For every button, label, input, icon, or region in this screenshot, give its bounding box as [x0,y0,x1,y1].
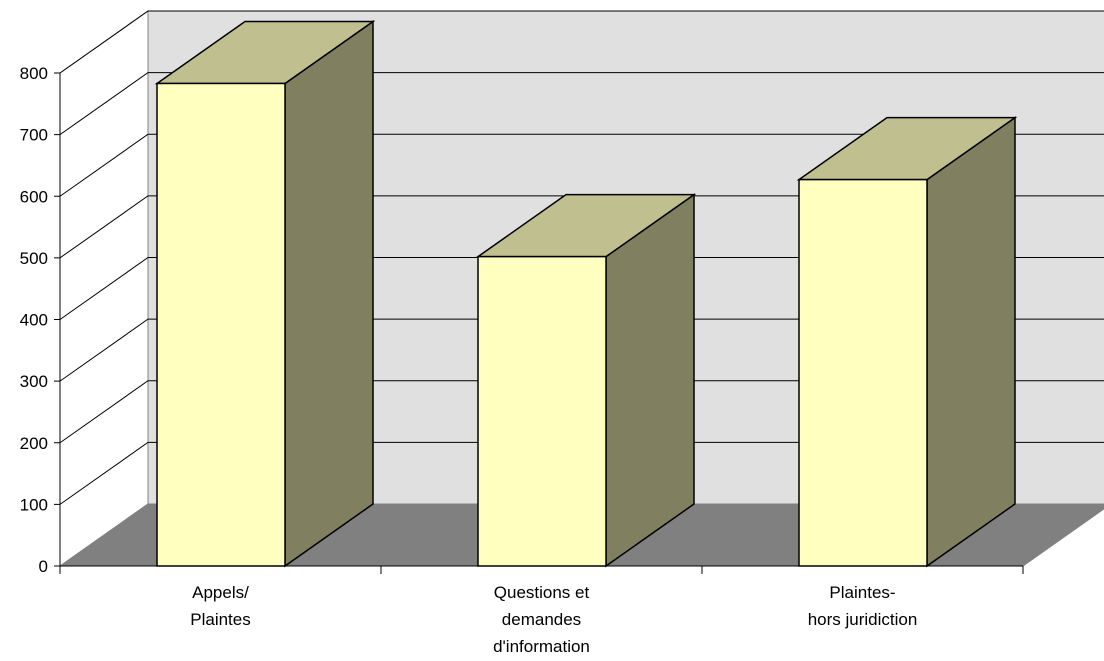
gridline [59,10,1104,74]
gridline [59,441,1104,505]
gridline [59,72,1104,136]
y-tick-label: 500 [20,249,48,268]
bars [154,20,1018,568]
gridlines [59,10,1104,505]
x-tick-label-line: d'information [493,637,590,656]
x-tick-label-line: hors juridiction [808,610,918,629]
bar-front [798,178,928,567]
gridline [59,318,1104,382]
gridline [59,133,1104,197]
x-tick-label: Plaintes-hors juridiction [808,583,918,629]
y-tick-label: 200 [20,434,48,453]
bar-side [605,193,695,568]
bar [154,20,376,568]
bar [796,116,1018,568]
y-tick-label: 0 [39,557,48,576]
gridline [59,380,1104,444]
bar [475,193,697,568]
bar-front [156,82,286,567]
x-tick-label-line: Questions et [494,583,590,602]
x-tick-label-line: demandes [502,610,581,629]
x-tick-label: Questions et demandes d'information [493,583,590,656]
x-tick-label: Appels/Plaintes [190,583,250,629]
y-tick-label: 700 [20,126,48,145]
x-axis: Appels/Plaintes Questions et demandes d'inf… [59,565,1024,656]
y-axis: 0 100 200 300 400 500 600 700 800 [20,64,61,576]
gridline [59,257,1104,320]
y-tick-label: 100 [20,495,48,514]
gridline [59,195,1104,259]
y-tick-label: 300 [20,372,48,391]
y-tick-label: 600 [20,187,48,206]
x-tick-label-line: Plaintes [190,610,250,629]
bar-side [926,116,1016,568]
x-tick-label-line: Plaintes- [829,583,895,602]
x-tick-label-line: Appels/ [192,583,249,602]
y-tick-label: 800 [20,64,48,83]
y-tick-label: 400 [20,311,48,330]
bar-side [284,20,374,568]
bar-front [477,255,607,567]
